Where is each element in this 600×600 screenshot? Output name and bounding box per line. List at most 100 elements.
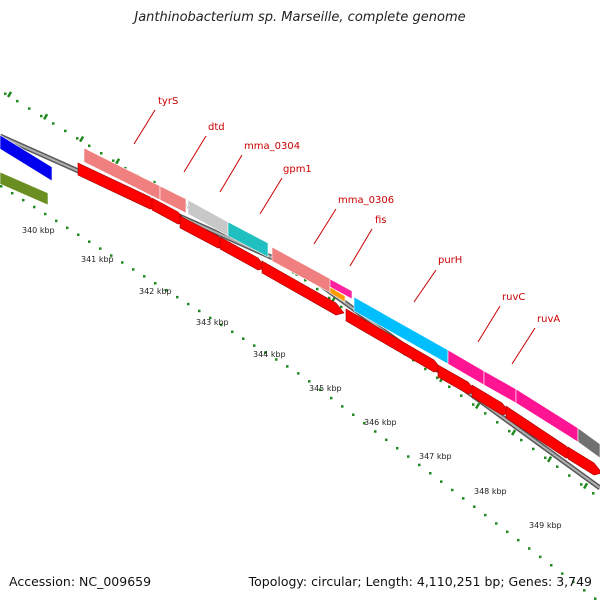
label-leader-line <box>313 208 337 245</box>
lower-dot <box>198 309 201 313</box>
lower-dot <box>396 446 399 450</box>
gc-dot <box>472 403 475 406</box>
lower-dot <box>341 405 344 408</box>
lower-dot <box>429 472 432 475</box>
lower-dot <box>539 555 542 559</box>
kbp-tick-label: 349 kbp <box>529 521 562 530</box>
gc-tick <box>43 113 49 120</box>
gc-dot <box>496 421 499 424</box>
gc-dot <box>316 287 319 291</box>
kbp-tick-label: 340 kbp <box>22 226 55 235</box>
feature-track <box>0 134 600 459</box>
gc-dot <box>508 429 511 433</box>
gc-tick <box>583 482 589 490</box>
lower-dot <box>594 597 597 600</box>
gene-label: mma_0304 <box>244 141 300 152</box>
lower-dot <box>242 337 245 340</box>
lower-dot <box>275 358 278 361</box>
lower-dot <box>121 261 124 264</box>
gc-dot <box>52 122 55 125</box>
gc-dot <box>484 412 487 415</box>
gc-dot <box>100 152 103 155</box>
gc-dot <box>532 447 535 451</box>
lower-dot <box>308 380 311 383</box>
genome-backbone <box>0 133 600 491</box>
gc-tick <box>6 91 13 98</box>
gc-dot <box>4 92 7 95</box>
gc-dot <box>328 296 331 300</box>
label-leader-line <box>219 154 243 193</box>
gene-feature <box>329 278 353 300</box>
kbp-tick-label: 346 kbp <box>364 418 397 427</box>
label-leader-line <box>477 305 501 343</box>
accession-text: Accession: NC_009659 <box>9 574 152 589</box>
cds-arrow <box>567 446 600 476</box>
gene-feature <box>329 286 346 303</box>
label-leader-line <box>259 177 283 215</box>
label-leader-line <box>511 327 536 365</box>
gc-dot <box>580 483 583 486</box>
gc-dot <box>76 137 79 140</box>
gc-dot <box>436 376 439 380</box>
gc-tick <box>78 135 85 143</box>
lower-dot <box>374 430 377 433</box>
kbp-tick-label: 344 kbp <box>253 350 286 359</box>
label-leader-line <box>133 109 156 145</box>
lower-dot <box>0 185 3 188</box>
lower-dot <box>352 413 355 417</box>
tick-dot-track <box>0 185 597 600</box>
lower-dot <box>385 438 388 442</box>
cds-arrow <box>261 260 345 316</box>
gene-label: dtd <box>208 122 225 133</box>
lower-dot <box>110 254 113 257</box>
gc-dot <box>304 278 307 282</box>
kbp-tick-label: 342 kbp <box>139 287 172 296</box>
lower-dot <box>517 538 520 542</box>
lower-dot <box>253 344 256 347</box>
lower-dot <box>440 480 443 483</box>
lower-dot <box>165 288 168 292</box>
kbp-tick-label: 348 kbp <box>474 487 507 496</box>
lower-dot <box>187 302 190 306</box>
kbp-tick-label: 345 kbp <box>309 384 342 393</box>
lower-dot <box>22 198 25 202</box>
lower-dot <box>583 589 586 592</box>
gc-tick <box>114 158 121 165</box>
tick-labels: 340 kbp 341 kbp 342 kbp 343 kbp 344 kbp 345 k… <box>22 226 562 530</box>
cds-track <box>77 162 600 476</box>
lower-dot <box>132 268 135 271</box>
gene-label: purH <box>438 255 462 266</box>
gc-dot <box>460 394 463 397</box>
gc-dot <box>28 107 31 110</box>
gc-dot <box>40 114 43 118</box>
gc-dot <box>520 438 523 442</box>
lower-dot <box>451 488 454 492</box>
lower-dot <box>176 295 179 299</box>
gene-label: gpm1 <box>283 164 312 175</box>
lower-dot <box>220 323 223 327</box>
lower-dot <box>264 351 267 354</box>
lower-dot <box>55 219 58 223</box>
lower-dot <box>330 396 333 400</box>
lower-dot <box>143 275 146 278</box>
kbp-tick-label: 341 kbp <box>81 255 114 264</box>
lower-dot <box>231 330 234 334</box>
lower-dot <box>297 372 300 375</box>
gc-dot <box>88 144 91 148</box>
lower-dot <box>319 388 322 391</box>
lower-dot <box>44 212 47 216</box>
kbp-tick-label: 347 kbp <box>419 452 452 461</box>
lower-dot <box>550 564 553 567</box>
label-leader-line <box>413 269 437 303</box>
lower-dot <box>495 522 498 525</box>
gc-dot <box>568 474 571 477</box>
lower-dot <box>88 240 91 243</box>
gene-label: ruvA <box>537 314 560 325</box>
gc-dot <box>64 129 67 133</box>
gene-feature <box>0 171 49 206</box>
lower-dot <box>286 365 289 368</box>
lower-dot <box>506 530 509 534</box>
lower-dot <box>11 191 14 195</box>
